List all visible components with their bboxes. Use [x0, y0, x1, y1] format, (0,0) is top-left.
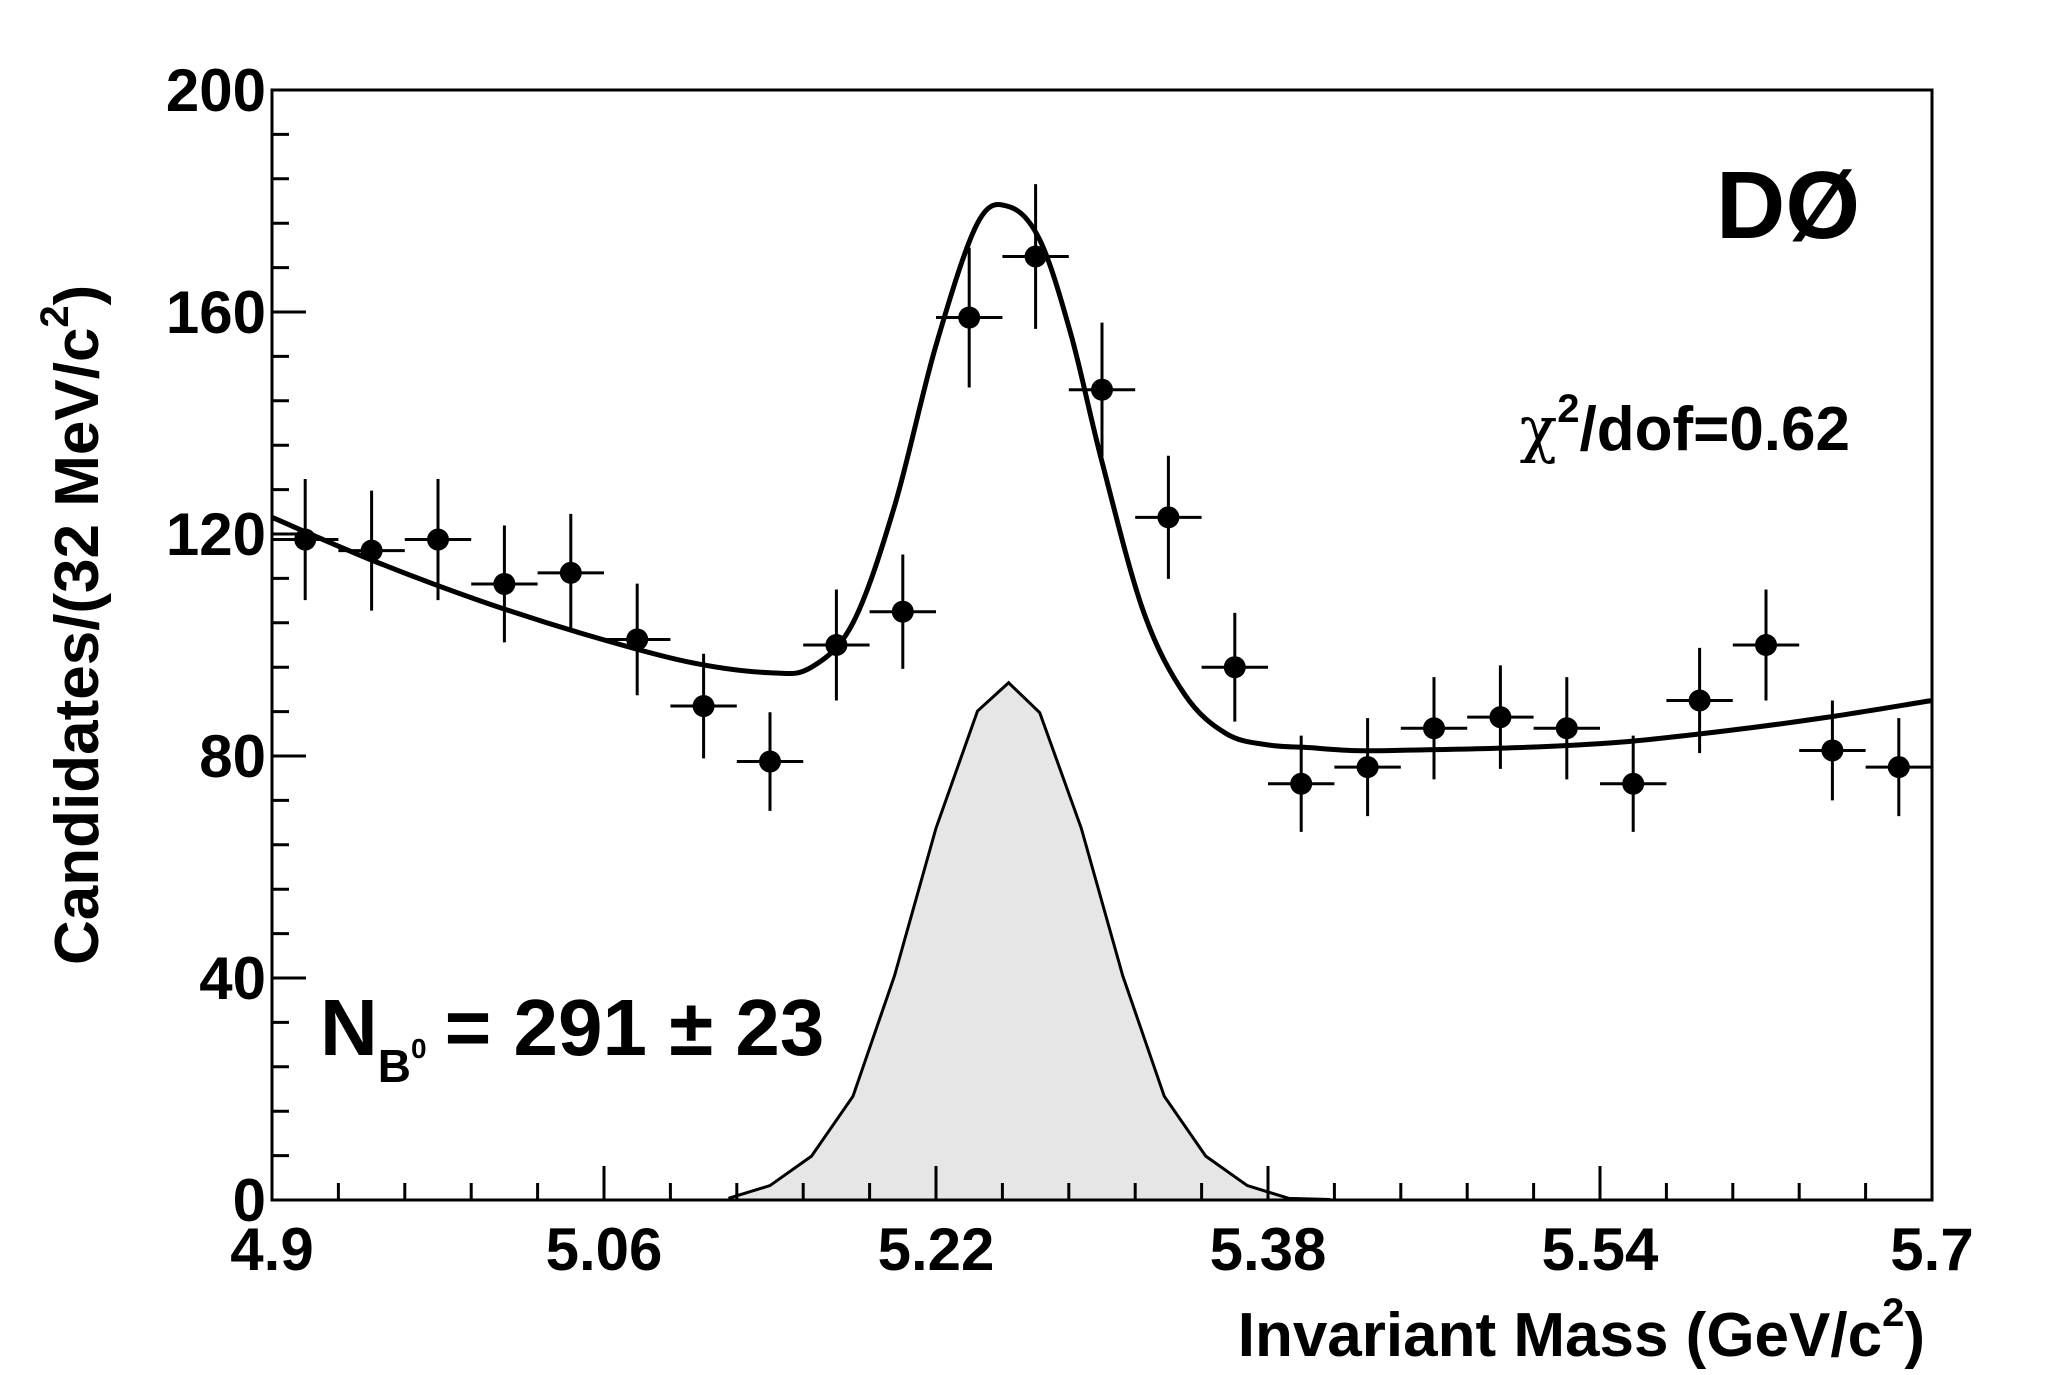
x-tick-label: 5.54 [1542, 1216, 1659, 1283]
data-point [1600, 735, 1667, 832]
y-axis-title: Candidates/(32 MeV/c2) [33, 285, 112, 965]
y-tick-label: 120 [166, 501, 266, 568]
data-point [1732, 589, 1800, 701]
plot-frame [270, 88, 1934, 1202]
data-marker [891, 600, 914, 623]
data-marker [1024, 245, 1047, 268]
data-marker [1755, 634, 1777, 656]
data-point [471, 525, 538, 643]
data-point [1268, 735, 1335, 832]
yield-subscript: B [378, 1040, 411, 1092]
x-tick-label: 4.9 [230, 1216, 313, 1283]
data-marker [1622, 772, 1645, 795]
signal-fill [728, 682, 1331, 1200]
yield-value: = 291 ± 23 [445, 983, 825, 1072]
data-point [1666, 647, 1733, 754]
signal-fill-layer [728, 680, 1331, 1201]
x-axis-title: Invariant Mass (GeV/c2) [1238, 1291, 1925, 1370]
y-tick-label: 160 [166, 279, 266, 346]
chi2-sup: 2 [1557, 387, 1579, 431]
data-point [1467, 665, 1534, 769]
data-point [670, 653, 737, 759]
data-point [1865, 718, 1932, 817]
chi2-label: χ2/dof=0.62 [1520, 387, 1850, 465]
data-point [1334, 718, 1401, 817]
y-tick-label: 40 [199, 945, 266, 1012]
fit-layer [271, 202, 1933, 754]
data-point [1533, 677, 1600, 780]
data-points-layer [272, 184, 1932, 832]
data-marker [427, 528, 449, 551]
y-axis-title-sup: 2 [33, 305, 77, 327]
data-point [869, 554, 936, 669]
data-point [1799, 700, 1866, 801]
data-marker [958, 306, 981, 329]
yield-label: NB0 = 291 ± 23 [320, 983, 824, 1092]
chi2-text: /dof=0.62 [1580, 395, 1851, 464]
data-marker [1555, 717, 1578, 740]
data-point [272, 479, 339, 601]
y-axis-title-end: ) [43, 285, 112, 306]
data-point [1002, 184, 1069, 329]
data-marker [1091, 378, 1113, 401]
experiment-logo: DØ [1716, 152, 1860, 259]
data-point [1201, 612, 1268, 722]
data-marker [1223, 656, 1246, 679]
data-marker [692, 695, 715, 718]
data-marker [626, 628, 649, 651]
yield-symbol: N [320, 983, 378, 1072]
x-axis-title-end: ) [1904, 1301, 1925, 1370]
total-fit-curve [271, 202, 1933, 754]
data-marker [493, 572, 516, 595]
data-marker [1157, 506, 1180, 529]
y-tick-label: 200 [166, 57, 266, 124]
x-axis-title-sup: 2 [1882, 1291, 1904, 1335]
tick-labels: 4.9 5.06 5.22 5.38 5.54 5.7 0 40 80 120 160 200 [166, 57, 1974, 1283]
y-axis-title-text: Candidates/(32 MeV/c [43, 328, 112, 965]
data-marker [1887, 756, 1910, 779]
data-marker [1356, 756, 1379, 779]
data-marker [825, 634, 848, 656]
data-point [1068, 322, 1136, 457]
data-marker [294, 528, 317, 551]
signal-curve [728, 680, 1331, 1201]
data-point [404, 479, 472, 601]
data-marker [360, 539, 383, 562]
yield-subscript-sup: 0 [411, 1033, 427, 1064]
data-point [803, 589, 870, 701]
x-tick-label: 5.22 [878, 1216, 995, 1283]
x-tick-label: 5.7 [1890, 1216, 1973, 1283]
data-marker [1688, 689, 1711, 712]
data-marker [1290, 772, 1313, 795]
data-point [736, 712, 804, 811]
data-marker [1423, 717, 1445, 740]
data-point [338, 490, 405, 611]
data-marker [759, 750, 781, 773]
data-point [537, 513, 604, 632]
data-point [936, 247, 1003, 388]
data-point [1400, 677, 1468, 780]
y-tick-label: 80 [199, 723, 266, 790]
data-marker [1489, 706, 1512, 729]
data-point [604, 583, 671, 696]
data-marker [1821, 739, 1844, 762]
x-tick-label: 5.38 [1210, 1216, 1327, 1283]
x-axis-title-text: Invariant Mass (GeV/c [1238, 1301, 1882, 1370]
chi2-symbol: χ [1520, 392, 1558, 465]
axes-layer [270, 88, 1934, 1202]
data-marker [559, 561, 582, 584]
y-tick-label: 0 [233, 1167, 266, 1234]
data-point [1135, 455, 1202, 579]
x-tick-label: 5.06 [546, 1216, 663, 1283]
